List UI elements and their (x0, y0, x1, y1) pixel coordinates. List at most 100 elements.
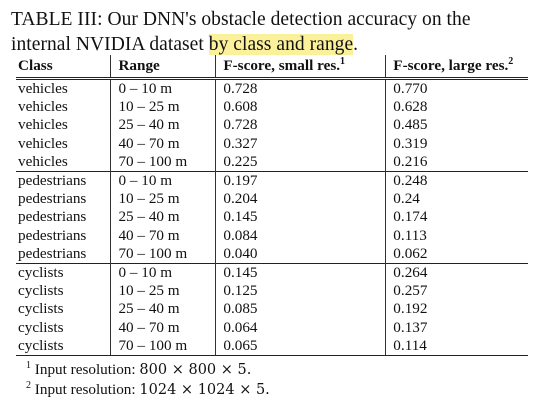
cell-fscore-small: 0.064 (215, 318, 386, 337)
cell-range: 0 – 10 m (110, 263, 216, 283)
cell-class: vehicles (16, 78, 111, 99)
footnote-mark-1: 1 (340, 56, 346, 67)
cell-fscore-large: 0.216 (385, 152, 528, 172)
cell-range: 0 – 10 m (110, 171, 216, 191)
cell-fscore-large: 0.485 (385, 116, 528, 135)
cell-class: cyclists (16, 263, 111, 283)
cell-fscore-large: 0.319 (385, 134, 528, 153)
footnote-1-math: 800 × 800 × 5. (139, 362, 252, 378)
cell-class: vehicles (18, 152, 68, 170)
header-fscore-large: F-score, large res.2 (385, 55, 528, 79)
header-fscore-small-label: F-score, small res. (223, 57, 341, 74)
cell-fscore-large: 0.192 (385, 300, 528, 319)
cell-class: pedestrians (16, 171, 111, 191)
table-row: cyclists 0 – 10 m 0.145 0.264 (16, 263, 528, 283)
cell-range: 25 – 40 m (110, 300, 216, 319)
cell-class: cyclists (18, 318, 64, 336)
cell-fscore-small: 0.204 (215, 190, 386, 209)
cell-class: vehicles (18, 116, 68, 134)
table-row: vehicles 70 – 100 m 0.225 0.216 (16, 152, 528, 172)
cell-fscore-large: 0.248 (385, 171, 528, 191)
cell-class: vehicles (18, 134, 68, 152)
cell-range: 0 – 10 m (110, 78, 216, 99)
table-row: pedestrians 40 – 70 m 0.084 0.113 (16, 226, 528, 245)
cell-range: 70 – 100 m (110, 152, 216, 172)
header-fscore-small: F-score, small res.1 (215, 55, 386, 79)
cell-range: 40 – 70 m (110, 318, 216, 337)
cell-class: pedestrians (18, 208, 87, 226)
header-range: Range (110, 55, 216, 79)
cell-fscore-small: 0.728 (215, 116, 386, 135)
cell-fscore-large: 0.770 (385, 78, 528, 99)
cell-fscore-large: 0.114 (385, 336, 528, 357)
cell-fscore-large: 0.174 (385, 208, 528, 227)
footnote-2-mark: 2 (26, 380, 31, 391)
cell-class: cyclists (18, 300, 64, 318)
cell-fscore-small: 0.084 (215, 226, 386, 245)
table-row: cyclists 70 – 100 m 0.065 0.114 (16, 336, 528, 357)
cell-fscore-large: 0.113 (385, 226, 528, 245)
cell-range: 25 – 40 m (110, 208, 216, 227)
header-row: Class Range F-score, small res.1 F-score… (16, 55, 528, 79)
table-caption: TABLE III: Our DNN's obstacle detection … (11, 7, 526, 57)
table-row: cyclists 40 – 70 m 0.064 0.137 (16, 318, 528, 337)
cell-range: 10 – 25 m (110, 190, 216, 209)
caption-text: TABLE III: Our DNN's obstacle detection … (11, 9, 471, 55)
table-row: pedestrians 10 – 25 m 0.204 0.24 (16, 190, 528, 209)
footnote-1-text: Input resolution: (34, 361, 140, 378)
cell-fscore-large: 0.628 (385, 98, 528, 117)
cell-fscore-large: 0.137 (385, 318, 528, 337)
table-row: cyclists 25 – 40 m 0.085 0.192 (16, 300, 528, 319)
footnote-mark-2: 2 (508, 56, 514, 67)
cell-class: pedestrians (18, 190, 87, 208)
table-row: vehicles 0 – 10 m 0.728 0.770 (16, 78, 528, 99)
cell-fscore-small: 0.065 (215, 336, 386, 357)
caption-suffix: . (353, 34, 359, 55)
results-table: Class Range F-score, small res.1 F-score… (16, 55, 528, 357)
table-row: cyclists 10 – 25 m 0.125 0.257 (16, 282, 528, 301)
cell-fscore-small: 0.197 (215, 171, 386, 191)
cell-class: pedestrians (18, 244, 87, 262)
cell-fscore-small: 0.085 (215, 300, 386, 319)
cell-class: pedestrians (18, 226, 87, 244)
cell-fscore-large: 0.264 (385, 263, 528, 283)
header-class: Class (18, 57, 53, 74)
table-body: vehicles 0 – 10 m 0.728 0.770 vehicles 10 – 2… (16, 78, 528, 357)
cell-range: 10 – 25 m (110, 98, 216, 117)
footnote-2: 2 Input resolution: 1024 × 1024 × 5. (26, 380, 270, 400)
cell-range: 40 – 70 m (110, 226, 216, 245)
caption-highlight: by class and range (208, 34, 354, 55)
table-row: vehicles 10 – 25 m 0.608 0.628 (16, 98, 528, 117)
cell-fscore-large: 0.062 (385, 244, 528, 264)
cell-fscore-small: 0.145 (215, 208, 386, 227)
header-fscore-large-label: F-score, large res. (393, 57, 509, 74)
cell-fscore-small: 0.327 (215, 134, 386, 153)
cell-fscore-small: 0.225 (215, 152, 386, 172)
cell-fscore-small: 0.728 (215, 78, 386, 99)
footnotes: 1 Input resolution: 800 × 800 × 5. 2 Inp… (26, 360, 270, 400)
cell-fscore-small: 0.608 (215, 98, 386, 117)
cell-class: cyclists (16, 336, 111, 357)
cell-range: 40 – 70 m (110, 134, 216, 153)
footnote-2-text: Input resolution: (34, 381, 140, 398)
cell-fscore-small: 0.145 (215, 263, 386, 283)
cell-fscore-large: 0.257 (385, 282, 528, 301)
table-row: pedestrians 25 – 40 m 0.145 0.174 (16, 208, 528, 227)
table-row: pedestrians 70 – 100 m 0.040 0.062 (16, 244, 528, 264)
table-row: pedestrians 0 – 10 m 0.197 0.248 (16, 171, 528, 191)
cell-class: cyclists (18, 282, 64, 300)
cell-range: 10 – 25 m (110, 282, 216, 301)
table-row: vehicles 25 – 40 m 0.728 0.485 (16, 116, 528, 135)
cell-fscore-large: 0.24 (385, 190, 528, 209)
cell-range: 70 – 100 m (110, 336, 216, 357)
cell-class: vehicles (18, 98, 68, 116)
footnote-2-math: 1024 × 1024 × 5. (139, 382, 270, 398)
cell-fscore-small: 0.040 (215, 244, 386, 264)
table-row: vehicles 40 – 70 m 0.327 0.319 (16, 134, 528, 153)
table-header: Class Range F-score, small res.1 F-score… (16, 55, 528, 79)
footnote-1-mark: 1 (26, 360, 31, 371)
footnote-1: 1 Input resolution: 800 × 800 × 5. (26, 360, 270, 380)
cell-fscore-small: 0.125 (215, 282, 386, 301)
cell-range: 70 – 100 m (110, 244, 216, 264)
cell-range: 25 – 40 m (110, 116, 216, 135)
